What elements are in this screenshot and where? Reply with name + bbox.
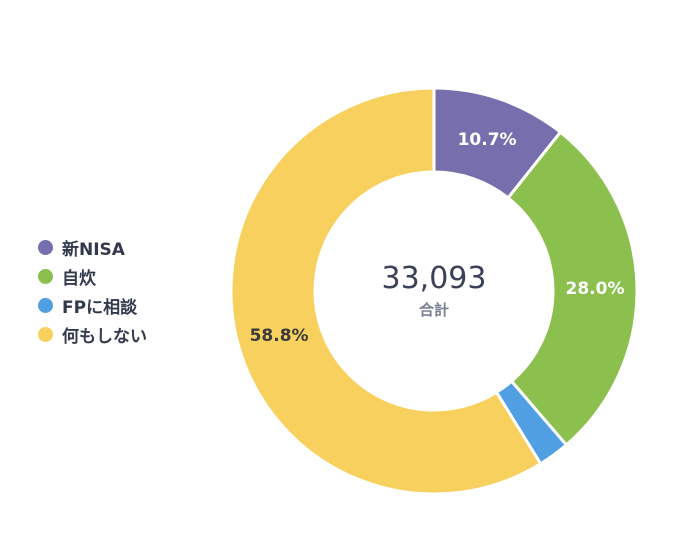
slice-label-nothing: 58.8% [250,326,309,346]
legend-swatch-nisa [38,240,53,255]
legend-label-cooking: 自炊 [62,269,96,289]
slice-nothing[interactable] [229,86,543,496]
legend-item-nothing[interactable]: 何もしない [38,320,147,349]
legend-label-fp-consult: FPに相談 [62,298,138,318]
legend-swatch-fp-consult [38,298,53,313]
legend-swatch-cooking [38,269,53,284]
legend-item-fp-consult[interactable]: FPに相談 [38,291,147,320]
legend-label-nisa: 新NISA [62,240,125,260]
legend-item-cooking[interactable]: 自炊 [38,262,147,291]
total-value: 33,093 [382,261,487,296]
legend-label-nothing: 何もしない [62,327,147,347]
slices-group [229,86,639,496]
slice-label-nisa: 10.7% [458,130,517,150]
slice-cooking[interactable] [506,130,639,447]
total-caption: 合計 [418,301,449,319]
legend-item-nisa[interactable]: 新NISA [38,233,147,262]
slice-labels-group: 10.7% 28.0% 58.8% [250,130,625,346]
slice-label-cooking: 28.0% [566,279,625,299]
legend: 新NISA 自炊 FPに相談 何もしない [38,233,147,349]
legend-swatch-nothing [38,327,53,342]
